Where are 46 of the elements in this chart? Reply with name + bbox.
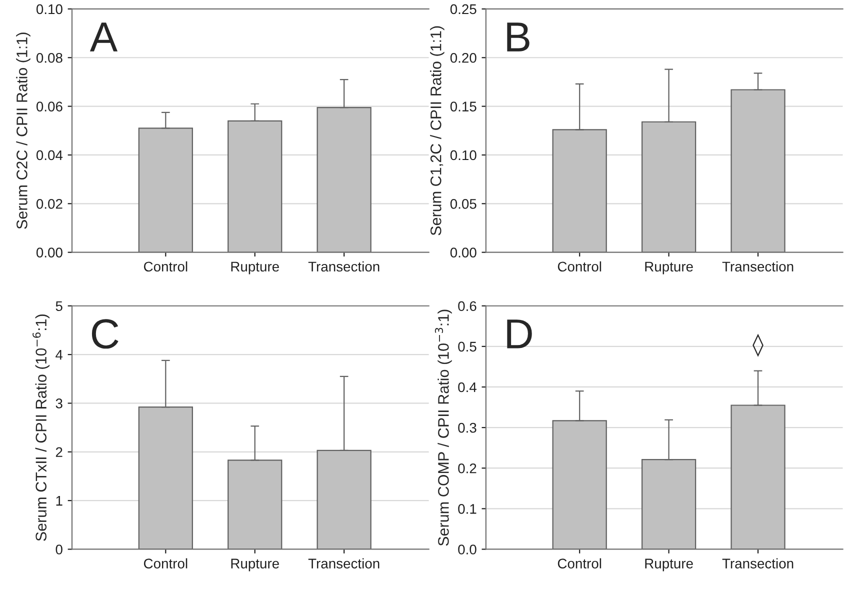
x-tick-label: Transection [722,558,794,568]
x-tick-label: Rupture [645,558,693,572]
y-tick-label: 4 [56,350,63,360]
annotation: C [92,319,118,349]
y-axis-title: Serum COMP / CPII Ratio (10$^{−3}$:1) [434,310,452,546]
x-tick-label: Control [144,558,188,568]
y-tick-label: 0.2 [458,463,476,474]
y-tick-label: 0.00 [36,248,62,258]
y-tick-label: 0.06 [36,102,62,112]
y-tick-label: 0.6 [458,301,476,312]
y-tick-label: 0.05 [450,198,476,209]
y-tick-label: 0.08 [36,52,62,63]
y-tick-label: 2 [56,447,62,457]
y-tick-label: 0.20 [450,52,476,63]
y-tick-label: 0.3 [458,422,476,433]
x-tick-label: Control [558,261,602,272]
x-tick-label: Transection [308,261,380,272]
y-tick-label: 0.15 [450,102,476,112]
annotation: ◊ [752,334,764,357]
y-tick-label: 0.00 [450,248,476,258]
y-tick-label: 3 [56,398,62,408]
x-tick-label: Rupture [645,262,693,274]
y-tick-label: 5 [56,301,62,312]
annotation: D [507,320,532,348]
x-tick-label: Control [558,558,602,568]
y-tick-label: 1 [56,496,62,506]
y-axis-title: Serum C1,2C / CPII Ratio (1:1) [430,26,444,236]
annotation: A [90,22,118,52]
y-tick-label: 0.02 [36,198,62,209]
y-tick-label: 0.10 [450,150,476,160]
x-tick-label: Transection [722,261,794,272]
y-axis-title: Serum C2C / CPII Ratio (1:1) [16,32,30,229]
y-tick-label: 0.25 [450,4,476,14]
y-tick-label: 0.4 [458,382,476,392]
y-axis-title: Serum CTxII / CPII Ratio (10$^{−6}$:1) [32,314,50,541]
x-tick-label: Rupture [231,558,279,572]
y-tick-label: 0.10 [36,4,62,14]
x-tick-label: Rupture [231,262,279,274]
y-tick-label: 0.0 [458,544,476,554]
y-tick-label: 0.5 [458,342,476,352]
x-tick-label: Transection [308,558,380,568]
y-tick-label: 0.04 [36,150,63,160]
annotation: B [507,22,530,52]
y-tick-label: 0.1 [458,504,476,514]
x-tick-label: Control [144,261,188,272]
y-tick-label: 0 [56,544,62,554]
